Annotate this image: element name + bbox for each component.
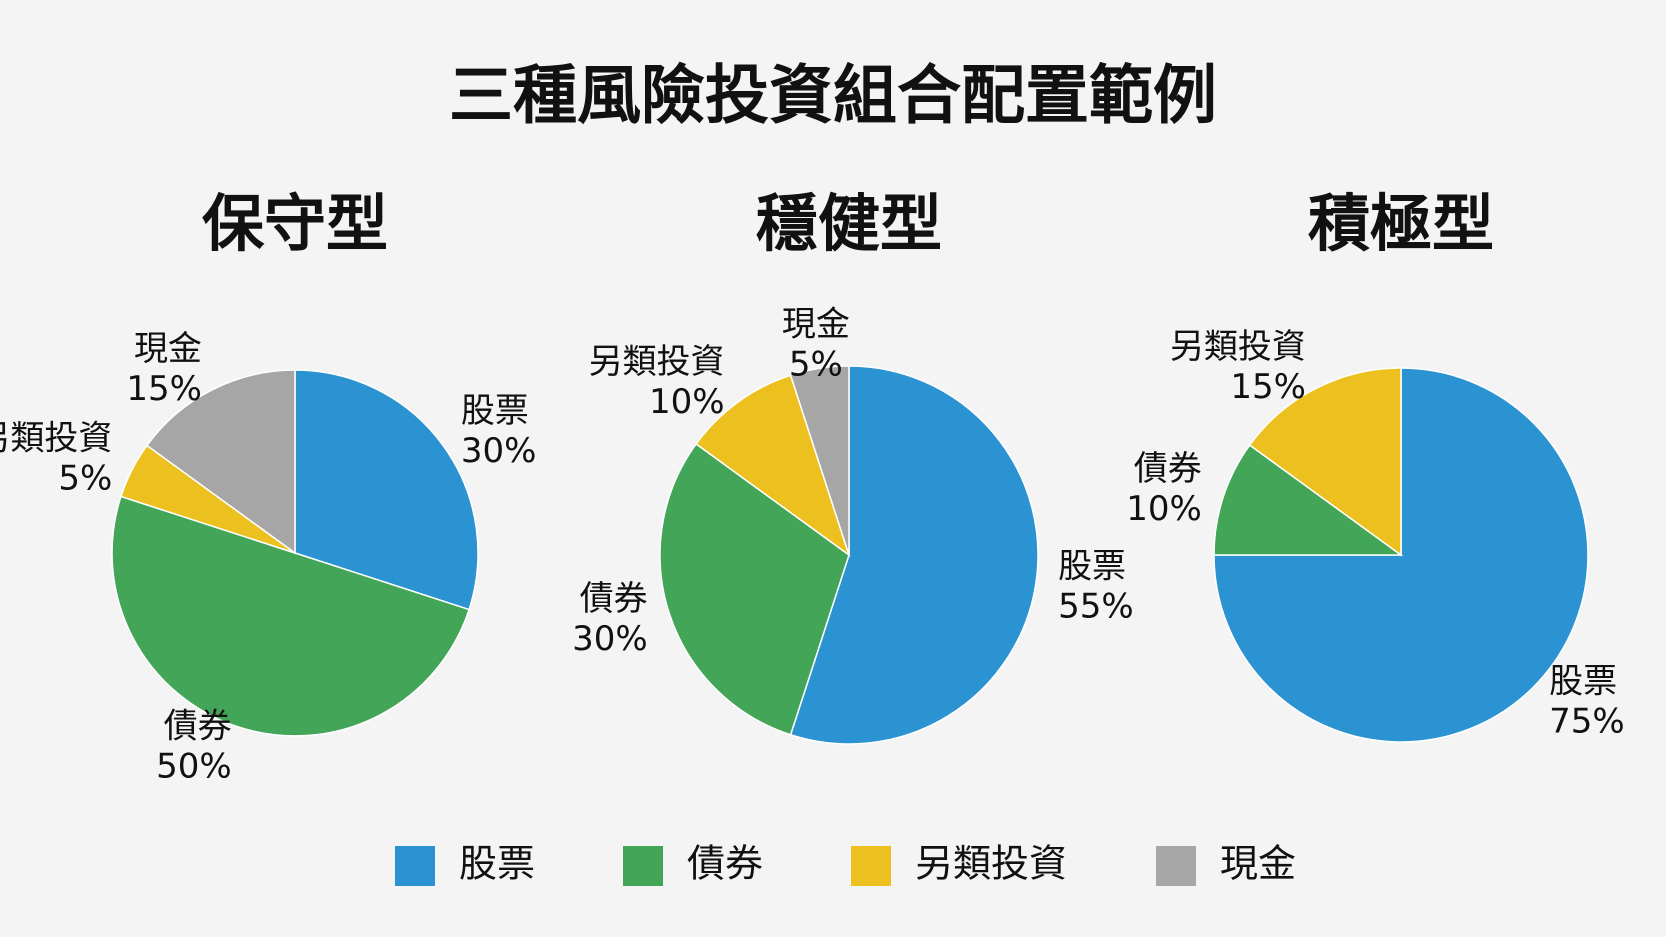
pie-slice [1248, 367, 1402, 557]
legend-label: 現金 [1220, 842, 1296, 886]
slice-value: 10% [1126, 489, 1202, 529]
chart-title: 穩健型 [756, 187, 942, 260]
pie-slice [789, 365, 1039, 745]
slice-value: 15% [126, 369, 202, 409]
slice-value: 30% [461, 431, 537, 471]
chart-title: 積極型 [1308, 187, 1494, 260]
legend-label: 債券 [687, 842, 763, 886]
pie-slice [294, 369, 479, 611]
slice-label: 另類投資 [0, 418, 112, 458]
pie-slice [695, 374, 851, 557]
chart-title: 保守型 [202, 187, 388, 260]
slice-value: 5% [58, 458, 112, 498]
slice-value: 50% [156, 746, 232, 786]
page-title: 三種風險投資組合配置範例 [449, 60, 1217, 134]
slice-label: 另類投資 [1170, 327, 1306, 367]
slice-value: 55% [1058, 587, 1134, 627]
legend-label: 另類投資 [915, 842, 1067, 886]
pie-slice [1213, 444, 1404, 556]
legend-swatch [623, 846, 663, 886]
legend-label: 股票 [459, 842, 535, 886]
slice-label: 股票 [1549, 662, 1617, 702]
slice-label: 債券 [164, 706, 232, 746]
slice-label: 現金 [134, 329, 202, 369]
legend-swatch [851, 846, 891, 886]
pie-slice [145, 369, 296, 555]
legend-swatch [1156, 846, 1196, 886]
slice-label: 另類投資 [589, 342, 725, 382]
slice-value: 10% [649, 382, 725, 422]
slice-label: 股票 [461, 391, 529, 431]
slice-value: 15% [1230, 367, 1306, 407]
pie-slice [659, 442, 850, 736]
slice-value: 30% [572, 619, 648, 659]
legend-swatch [395, 846, 435, 886]
slice-label: 債券 [1134, 449, 1202, 489]
slice-value: 5% [789, 344, 843, 384]
slice-label: 現金 [782, 304, 850, 344]
slice-label: 債券 [580, 579, 648, 619]
slice-value: 75% [1549, 702, 1625, 742]
slice-label: 股票 [1058, 547, 1126, 587]
pie-slice [789, 365, 850, 556]
pie-slice [111, 495, 470, 737]
